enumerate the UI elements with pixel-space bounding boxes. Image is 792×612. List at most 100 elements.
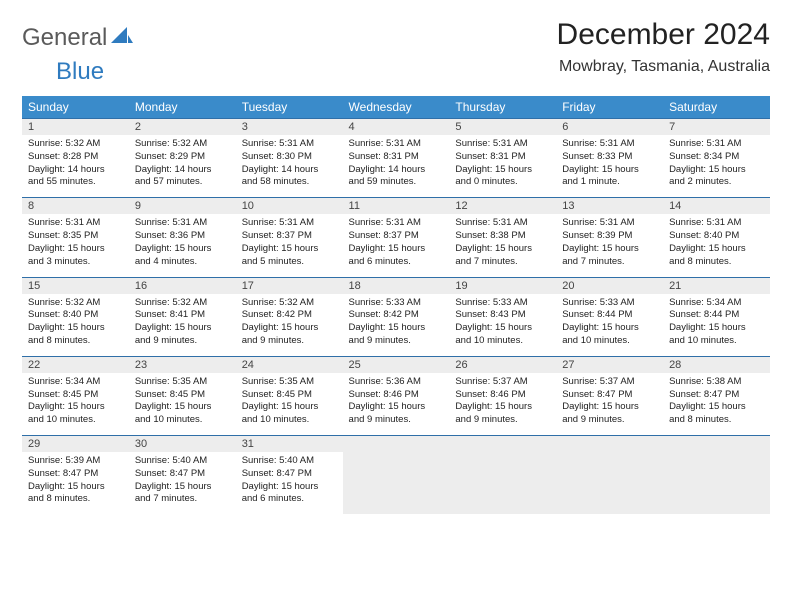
day-number-cell: 27 (556, 356, 663, 373)
day-content-cell: Sunrise: 5:35 AMSunset: 8:45 PMDaylight:… (236, 373, 343, 436)
sunrise-line: Sunrise: 5:32 AM (135, 138, 207, 149)
day-number-cell: 16 (129, 277, 236, 294)
daynum-row: 22232425262728 (22, 356, 770, 373)
daylight-line: Daylight: 15 hours and 9 minutes. (135, 322, 212, 346)
sunrise-line: Sunrise: 5:34 AM (669, 297, 741, 308)
day-number-cell: 6 (556, 119, 663, 136)
sunset-line: Sunset: 8:40 PM (28, 309, 98, 320)
sunrise-line: Sunrise: 5:31 AM (669, 138, 741, 149)
daylight-line: Daylight: 15 hours and 9 minutes. (455, 401, 532, 425)
daynum-row: 293031 (22, 436, 770, 453)
sunrise-line: Sunrise: 5:31 AM (242, 138, 314, 149)
day-content-cell: Sunrise: 5:31 AM Sunset: 8:36 PM Daylight:… (129, 214, 236, 277)
day-number-cell: 31 (236, 436, 343, 453)
day-number-cell: 29 (22, 436, 129, 453)
sunrise-line: Sunrise: 5:37 AM (562, 376, 634, 387)
sunrise-line: Sunrise: 5:39 AM (28, 455, 100, 466)
sunset-line: Sunset: 8:45 PM (28, 389, 98, 400)
daylight-line: Daylight: 15 hours and 10 minutes. (669, 322, 746, 346)
sunset-line: Sunset: 8:47 PM (669, 389, 739, 400)
sunset-line: Sunset: 8:28 PM (28, 151, 98, 162)
sunset-line: Sunset: 8:40 PM (669, 230, 739, 241)
sunset-line: Sunset: 8:47 PM (28, 468, 98, 479)
day-number-cell: 12 (449, 198, 556, 215)
sunset-line: Sunset: 8:37 PM (349, 230, 419, 241)
sunset-line: Sunset: 8:46 PM (349, 389, 419, 400)
day-content-cell: Sunrise: 5:31 AM Sunset: 8:37 PM Daylight:… (343, 214, 450, 277)
daylight-line: Daylight: 15 hours and 10 minutes. (242, 401, 319, 425)
sunset-line: Sunset: 8:41 PM (135, 309, 205, 320)
day-number-cell: 1 (22, 119, 129, 136)
sunrise-line: Sunrise: 5:33 AM (455, 297, 527, 308)
sunrise-line: Sunrise: 5:31 AM (242, 217, 314, 228)
weekday-tuesday: Tuesday (236, 96, 343, 119)
day-content-cell: Sunrise: 5:31 AMSunset: 8:37 PMDaylight:… (236, 214, 343, 277)
day-content-cell (343, 452, 450, 514)
day-number-cell (343, 436, 450, 453)
day-number-cell: 23 (129, 356, 236, 373)
daylight-line: Daylight: 14 hours and 58 minutes. (242, 164, 319, 188)
sunset-line: Sunset: 8:39 PM (562, 230, 632, 241)
day-content-cell: Sunrise: 5:36 AMSunset: 8:46 PMDaylight:… (343, 373, 450, 436)
sunset-line: Sunset: 8:29 PM (135, 151, 205, 162)
day-content-cell: Sunrise: 5:40 AMSunset: 8:47 PMDaylight:… (236, 452, 343, 514)
content-row: Sunrise: 5:34 AMSunset: 8:45 PMDaylight:… (22, 373, 770, 436)
content-row: Sunrise: 5:39 AM Sunset: 8:47 PM Daylight:… (22, 452, 770, 514)
daylight-line: Daylight: 15 hours and 8 minutes. (669, 401, 746, 425)
sunset-line: Sunset: 8:44 PM (562, 309, 632, 320)
day-number-cell: 11 (343, 198, 450, 215)
sunrise-line: Sunrise: 5:31 AM (455, 138, 527, 149)
daylight-line: Daylight: 15 hours and 9 minutes. (349, 401, 426, 425)
sunset-line: Sunset: 8:37 PM (242, 230, 312, 241)
day-content-cell: Sunrise: 5:32 AMSunset: 8:42 PMDaylight:… (236, 294, 343, 357)
sunrise-line: Sunrise: 5:40 AM (242, 455, 314, 466)
sunset-line: Sunset: 8:31 PM (349, 151, 419, 162)
sunset-line: Sunset: 8:31 PM (455, 151, 525, 162)
weekday-saturday: Saturday (663, 96, 770, 119)
logo: General (22, 24, 133, 52)
day-content-cell (556, 452, 663, 514)
day-number-cell: 17 (236, 277, 343, 294)
day-content-cell: Sunrise: 5:31 AMSunset: 8:35 PMDaylight:… (22, 214, 129, 277)
sunrise-line: Sunrise: 5:31 AM (562, 217, 634, 228)
day-number-cell: 14 (663, 198, 770, 215)
day-number-cell: 13 (556, 198, 663, 215)
day-content-cell: Sunrise: 5:31 AMSunset: 8:31 PMDaylight:… (343, 135, 450, 198)
daylight-line: Daylight: 15 hours and 7 minutes. (135, 481, 212, 505)
day-number-cell: 26 (449, 356, 556, 373)
day-content-cell: Sunrise: 5:33 AMSunset: 8:43 PM Daylight:… (449, 294, 556, 357)
sunset-line: Sunset: 8:35 PM (28, 230, 98, 241)
day-content-cell: Sunrise: 5:37 AMSunset: 8:47 PMDaylight:… (556, 373, 663, 436)
logo-text-blue: Blue (56, 58, 792, 86)
sunrise-line: Sunrise: 5:33 AM (562, 297, 634, 308)
day-content-cell: Sunrise: 5:35 AMSunset: 8:45 PMDaylight:… (129, 373, 236, 436)
day-content-cell: Sunrise: 5:31 AMSunset: 8:31 PMDaylight:… (449, 135, 556, 198)
page-title: December 2024 (557, 18, 770, 52)
daylight-line: Daylight: 15 hours and 9 minutes. (349, 322, 426, 346)
daylight-line: Daylight: 15 hours and 6 minutes. (349, 243, 426, 267)
sunset-line: Sunset: 8:36 PM (135, 230, 205, 241)
day-number-cell: 20 (556, 277, 663, 294)
sunrise-line: Sunrise: 5:35 AM (242, 376, 314, 387)
daylight-line: Daylight: 15 hours and 10 minutes. (455, 322, 532, 346)
day-number-cell: 22 (22, 356, 129, 373)
sunset-line: Sunset: 8:30 PM (242, 151, 312, 162)
sunrise-line: Sunrise: 5:31 AM (135, 217, 207, 228)
sunrise-line: Sunrise: 5:35 AM (135, 376, 207, 387)
daylight-line: Daylight: 15 hours and 9 minutes. (562, 401, 639, 425)
daylight-line: Daylight: 15 hours and 4 minutes. (135, 243, 212, 267)
day-content-cell: Sunrise: 5:31 AMSunset: 8:40 PMDaylight:… (663, 214, 770, 277)
content-row: Sunrise: 5:32 AM Sunset: 8:40 PM Daylight:… (22, 294, 770, 357)
day-content-cell: Sunrise: 5:34 AMSunset: 8:45 PMDaylight:… (22, 373, 129, 436)
sunrise-line: Sunrise: 5:31 AM (349, 217, 421, 228)
sunrise-line: Sunrise: 5:32 AM (242, 297, 314, 308)
sunset-line: Sunset: 8:44 PM (669, 309, 739, 320)
daylight-line: Daylight: 15 hours and 10 minutes. (135, 401, 212, 425)
sunset-line: Sunset: 8:47 PM (242, 468, 312, 479)
sunrise-line: Sunrise: 5:37 AM (455, 376, 527, 387)
day-number-cell: 8 (22, 198, 129, 215)
weekday-header-row: Sunday Monday Tuesday Wednesday Thursday… (22, 96, 770, 119)
day-number-cell (449, 436, 556, 453)
sunset-line: Sunset: 8:47 PM (135, 468, 205, 479)
sunset-line: Sunset: 8:43 PM (455, 309, 525, 320)
